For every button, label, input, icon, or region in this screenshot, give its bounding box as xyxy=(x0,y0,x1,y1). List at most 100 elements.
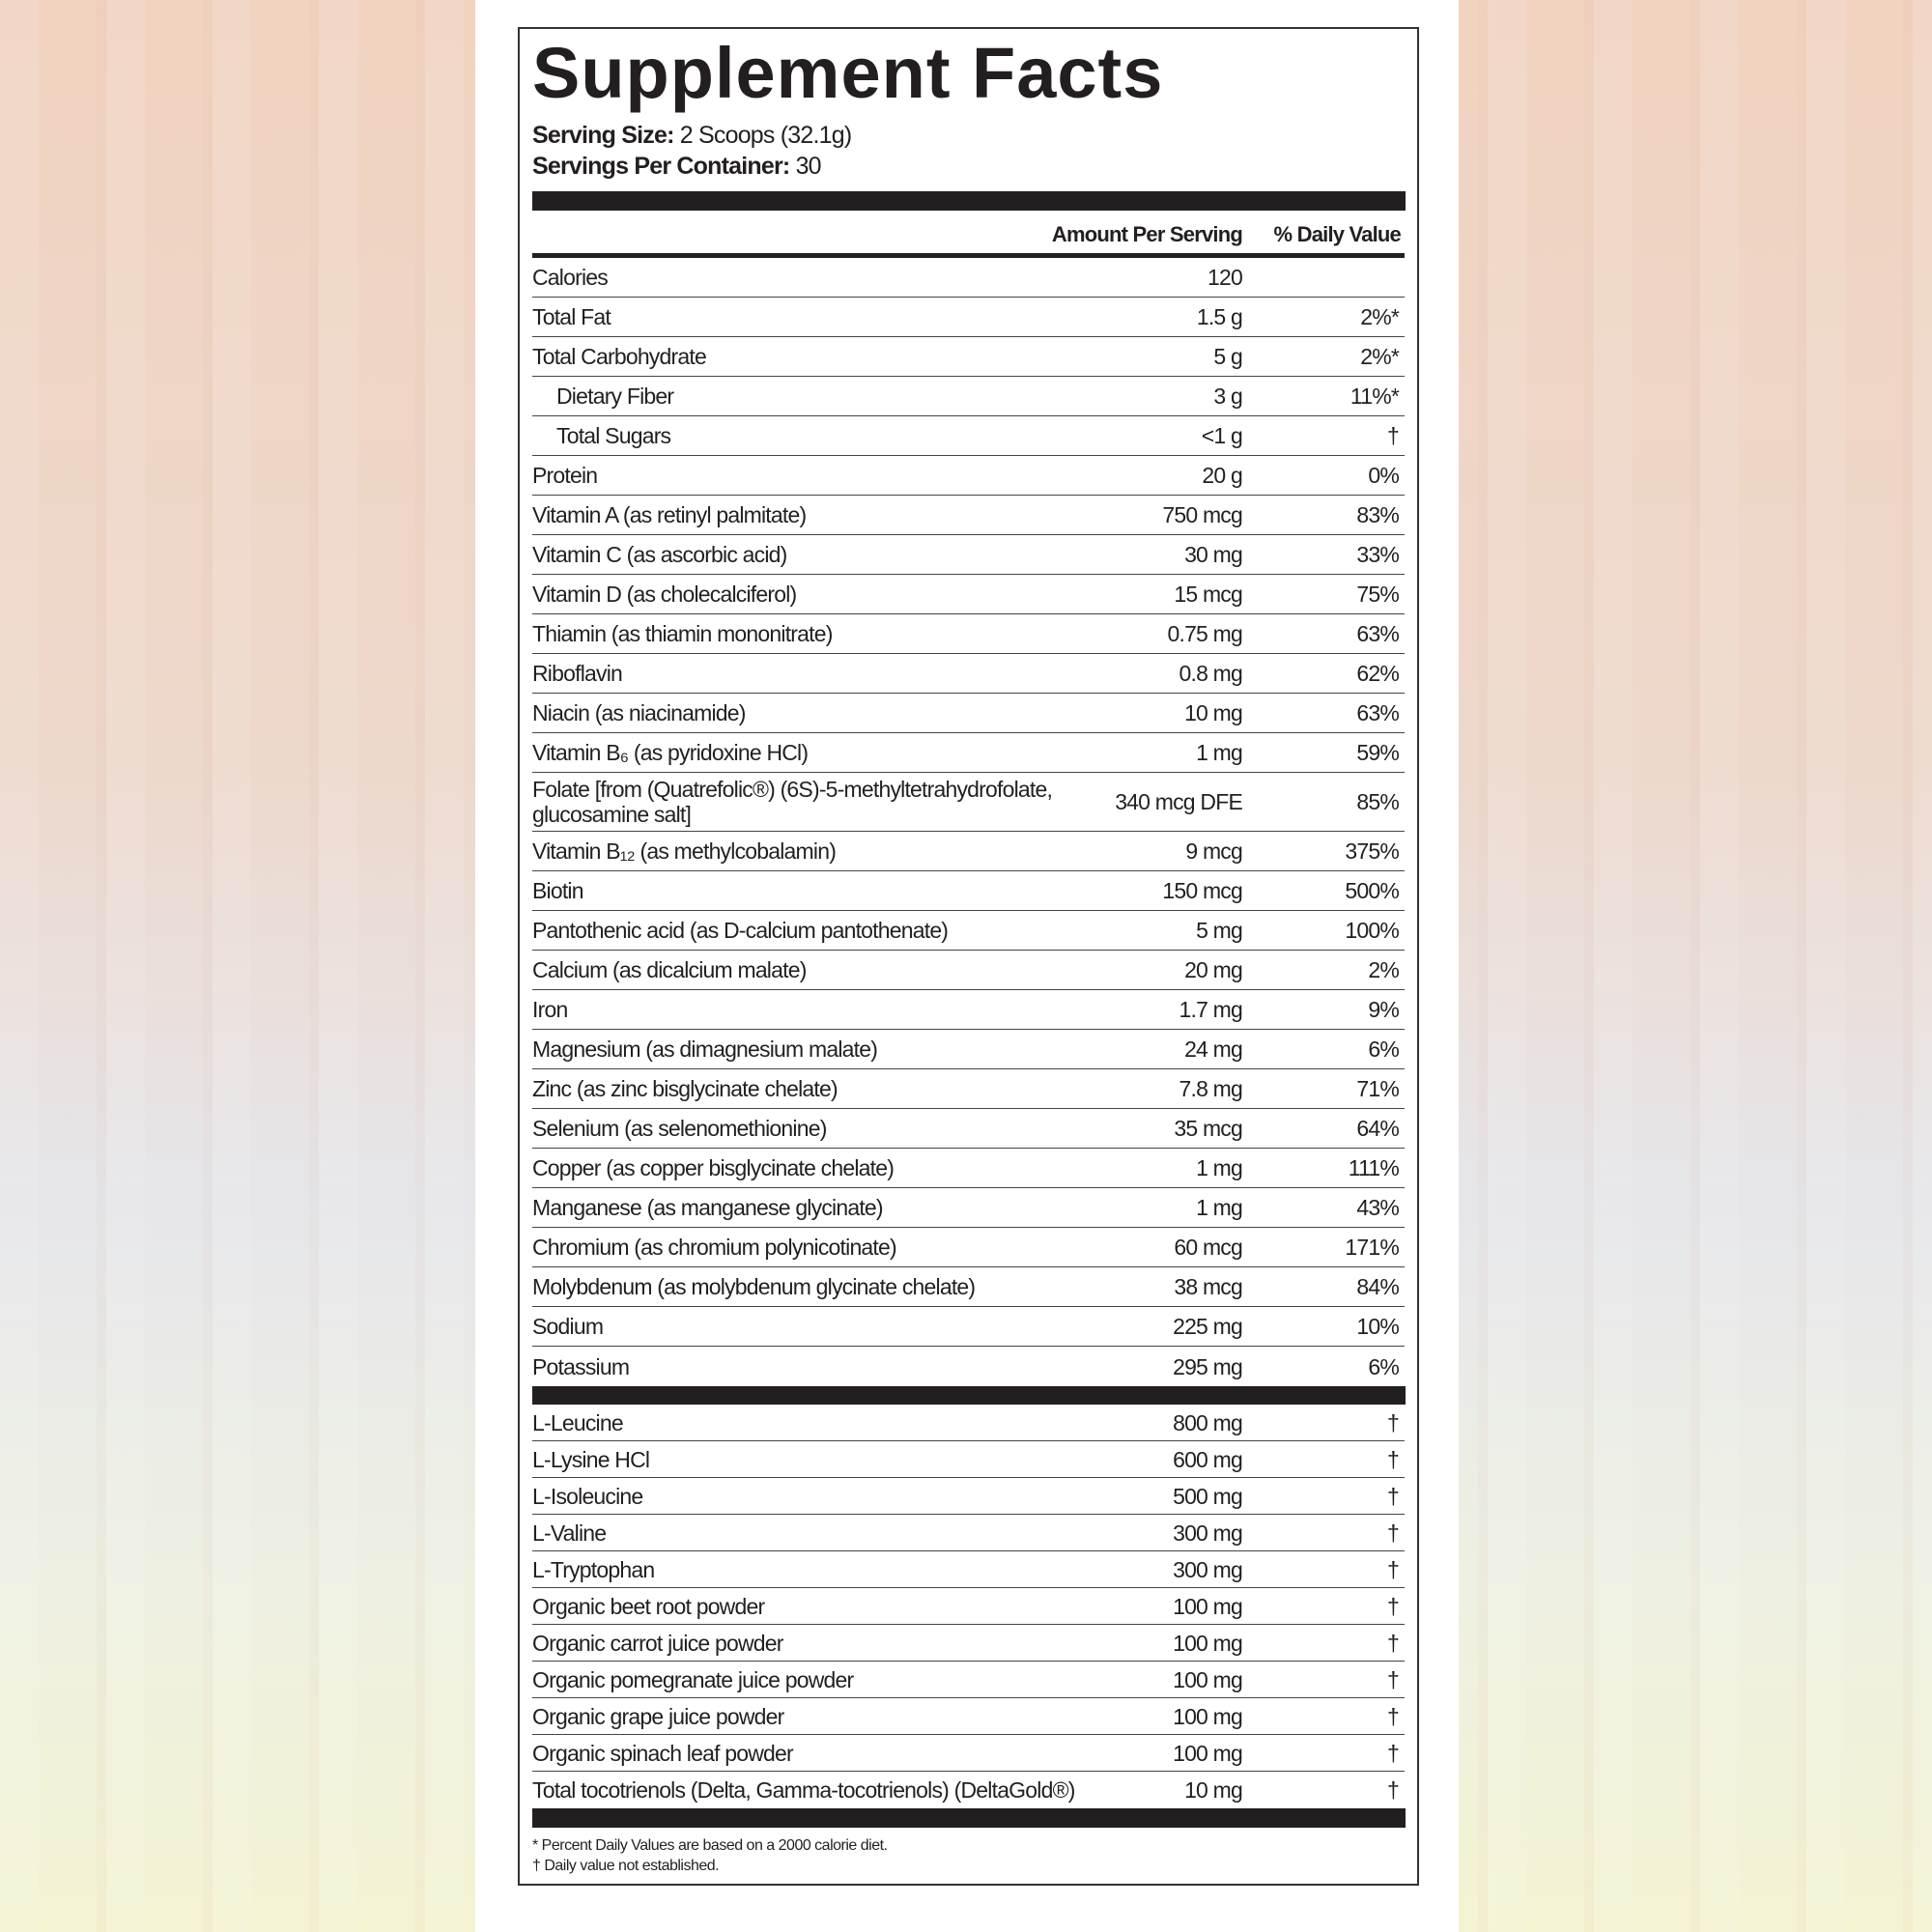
nutrient-name: Folate [from (Quatrefolic®) (6S)-5-methy… xyxy=(532,777,1053,827)
daily-value: 2% xyxy=(1368,957,1399,982)
amount-per-serving: 300 mg xyxy=(1173,1520,1243,1546)
nutrient-name: Pantothenic acid (as D-calcium pantothen… xyxy=(532,918,949,943)
nutrient-name: Organic carrot juice powder xyxy=(532,1630,783,1656)
nutrient-name: Chromium (as chromium polynicotinate) xyxy=(532,1235,897,1260)
amount-per-serving: 1 mg xyxy=(1196,1195,1243,1220)
daily-value: † xyxy=(1387,1777,1400,1803)
nutrient-name: Vitamin B₁₂ (as methylcobalamin) xyxy=(532,838,837,864)
table-row: Organic spinach leaf powder 100 mg † xyxy=(532,1735,1405,1772)
amount-per-serving: 24 mg xyxy=(1184,1037,1243,1062)
nutrient-name: Copper (as copper bisglycinate chelate) xyxy=(532,1155,895,1180)
other-ingredients-table: L-Leucine 800 mg † L-Lysine HCl 600 mg † L-Iso… xyxy=(532,1405,1405,1808)
amount-per-serving: 38 mcg xyxy=(1174,1274,1242,1299)
table-row: L-Tryptophan 300 mg † xyxy=(532,1551,1405,1588)
nutrient-name: Vitamin B₆ (as pyridoxine HCl) xyxy=(532,740,809,765)
amount-per-serving: 100 mg xyxy=(1173,1703,1243,1729)
amount-per-serving: <1 g xyxy=(1201,423,1243,448)
table-row: L-Isoleucine 500 mg † xyxy=(532,1478,1405,1515)
daily-value: † xyxy=(1387,1703,1400,1729)
amount-per-serving: 1.7 mg xyxy=(1179,997,1242,1022)
label-title: Supplement Facts xyxy=(532,33,1164,113)
amount-per-serving: 500 mg xyxy=(1173,1483,1243,1509)
nutrient-name: Total Sugars xyxy=(556,423,671,448)
nutrient-name: L-Isoleucine xyxy=(532,1483,643,1509)
amount-per-serving: 340 mcg DFE xyxy=(1115,789,1243,814)
nutrient-name: L-Leucine xyxy=(532,1409,624,1435)
serving-size-value: 2 Scoops (32.1g) xyxy=(679,122,852,149)
table-row: Vitamin A (as retinyl palmitate) 750 mcg 8… xyxy=(532,496,1405,535)
table-row: Magnesium (as dimagnesium malate) 24 mg 6% xyxy=(532,1030,1405,1069)
footnote-dagger: † Daily value not established. xyxy=(532,1858,720,1874)
amount-per-serving: 9 mcg xyxy=(1185,838,1242,864)
amount-per-serving: 100 mg xyxy=(1173,1740,1243,1766)
nutrient-name: Molybdenum (as molybdenum glycinate chel… xyxy=(532,1274,976,1299)
daily-value: 10% xyxy=(1356,1314,1399,1339)
divider-bar xyxy=(532,191,1406,211)
daily-value: 84% xyxy=(1356,1274,1399,1299)
table-row: Pantothenic acid (as D-calcium pantothen… xyxy=(532,911,1405,951)
nutrient-name: Total Fat xyxy=(532,304,611,329)
nutrient-name: Selenium (as selenomethionine) xyxy=(532,1116,827,1141)
amount-per-serving: 1.5 g xyxy=(1196,304,1243,329)
amount-per-serving: 3 g xyxy=(1213,384,1242,409)
nutrient-name: Calcium (as dicalcium malate) xyxy=(532,957,807,982)
table-row: L-Leucine 800 mg † xyxy=(532,1405,1405,1441)
daily-value: 0% xyxy=(1368,463,1399,488)
daily-value: 85% xyxy=(1356,789,1399,814)
table-row: Calcium (as dicalcium malate) 20 mg 2% xyxy=(532,951,1405,990)
table-row: Organic pomegranate juice powder 100 mg † xyxy=(532,1662,1405,1698)
nutrient-name: Biotin xyxy=(532,878,584,903)
nutrient-name: Calories xyxy=(532,265,609,290)
daily-value: 6% xyxy=(1368,1353,1399,1379)
daily-value: 33% xyxy=(1356,542,1399,567)
daily-value: 375% xyxy=(1345,838,1399,864)
daily-value: † xyxy=(1387,423,1400,448)
divider-bar xyxy=(532,1808,1406,1828)
daily-value: 59% xyxy=(1356,740,1399,765)
table-row: Total tocotrienols (Delta, Gamma-tocotri… xyxy=(532,1772,1405,1808)
table-row: Sodium 225 mg 10% xyxy=(532,1307,1405,1347)
table-row: Molybdenum (as molybdenum glycinate chel… xyxy=(532,1267,1405,1307)
daily-value: 63% xyxy=(1356,700,1399,725)
table-row: Calories 120 xyxy=(532,258,1405,298)
daily-value: 111% xyxy=(1348,1155,1400,1180)
servings-per-container: Servings Per Container: 30 xyxy=(532,151,1405,182)
serving-size: Serving Size: 2 Scoops (32.1g) xyxy=(532,120,1405,151)
table-row: Iron 1.7 mg 9% xyxy=(532,990,1405,1030)
table-row: Riboflavin 0.8 mg 62% xyxy=(532,654,1405,694)
amount-per-serving: 30 mg xyxy=(1184,542,1243,567)
nutrient-name: Sodium xyxy=(532,1314,604,1339)
table-row: Total Sugars <1 g † xyxy=(532,416,1405,456)
nutrient-name: Zinc (as zinc bisglycinate chelate) xyxy=(532,1076,838,1101)
amount-per-serving: 150 mcg xyxy=(1162,878,1242,903)
daily-value: † xyxy=(1387,1520,1400,1546)
amount-per-serving: 225 mg xyxy=(1173,1314,1243,1339)
amount-per-serving: 100 mg xyxy=(1173,1593,1243,1619)
table-row: Manganese (as manganese glycinate) 1 mg 43… xyxy=(532,1188,1405,1228)
amount-per-serving: 100 mg xyxy=(1173,1666,1243,1692)
amount-per-serving: 300 mg xyxy=(1173,1556,1243,1582)
table-row: Vitamin B₆ (as pyridoxine HCl) 1 mg 59% xyxy=(532,733,1405,773)
nutrient-name: Iron xyxy=(532,997,568,1022)
nutrient-name: Organic beet root powder xyxy=(532,1593,765,1619)
amount-per-serving: 60 mcg xyxy=(1174,1235,1242,1260)
table-row: Vitamin C (as ascorbic acid) 30 mg 33% xyxy=(532,535,1405,575)
divider-bar xyxy=(532,1386,1406,1405)
daily-value: 100% xyxy=(1345,918,1399,943)
table-row: Copper (as copper bisglycinate chelate) 1… xyxy=(532,1149,1405,1188)
daily-value: † xyxy=(1387,1630,1400,1656)
nutrient-name: Magnesium (as dimagnesium malate) xyxy=(532,1037,878,1062)
amount-per-serving: 35 mcg xyxy=(1174,1116,1242,1141)
table-row: Organic beet root powder 100 mg † xyxy=(532,1588,1405,1625)
nutrient-name: Riboflavin xyxy=(532,661,623,686)
amount-per-serving: 0.8 mg xyxy=(1179,661,1242,686)
daily-value: 6% xyxy=(1368,1037,1399,1062)
daily-value: 2%* xyxy=(1360,304,1400,329)
table-row: Organic grape juice powder 100 mg † xyxy=(532,1698,1405,1735)
table-row: Total Fat 1.5 g 2%* xyxy=(532,298,1405,337)
table-row: Protein 20 g 0% xyxy=(532,456,1405,496)
supplement-facts-label: Supplement Facts Serving Size: 2 Scoops … xyxy=(518,27,1419,1886)
nutrient-name: L-Valine xyxy=(532,1520,607,1546)
daily-value: 71% xyxy=(1356,1076,1399,1101)
nutrient-name: Total Carbohydrate xyxy=(532,344,707,369)
